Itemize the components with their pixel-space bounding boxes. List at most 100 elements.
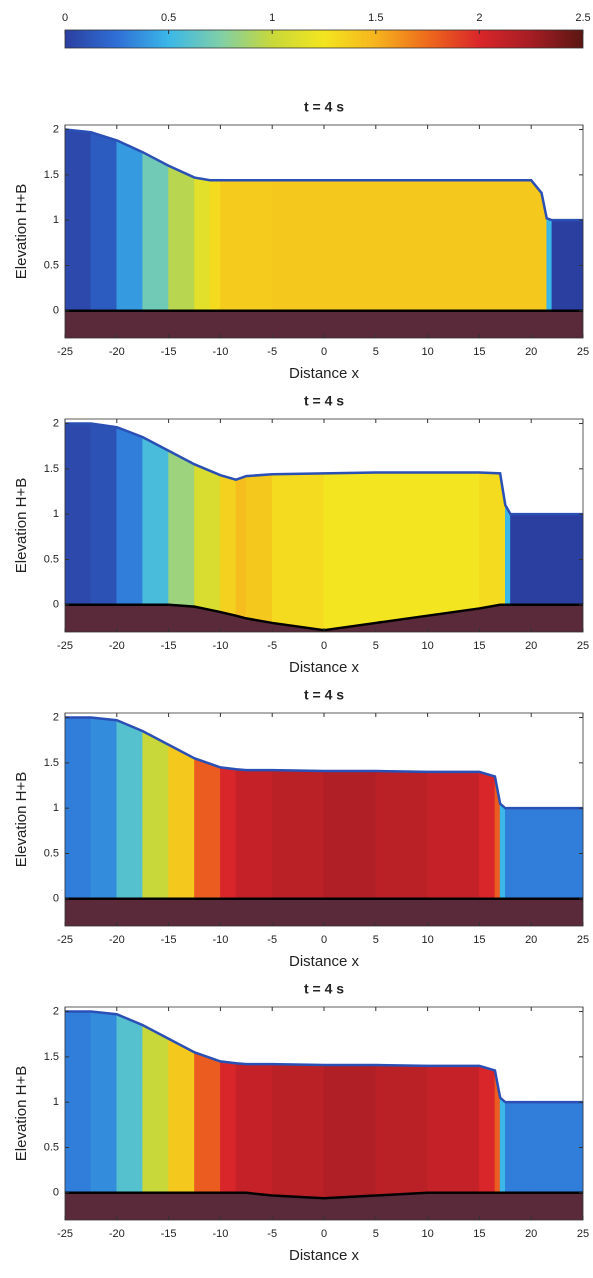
water-column <box>246 473 273 624</box>
y-tick-label: 1.5 <box>44 1051 59 1063</box>
water-column <box>168 165 195 312</box>
ground <box>65 1192 583 1220</box>
x-tick-label: 25 <box>577 346 589 358</box>
x-tick-label: 20 <box>525 346 537 358</box>
x-tick-label: 10 <box>421 934 433 946</box>
colorbar-tick-label: 2 <box>476 12 482 24</box>
water-column <box>479 771 496 900</box>
colorbar-tick-label: 0 <box>62 12 68 24</box>
x-tick-label: 10 <box>421 1228 433 1240</box>
y-axis-label: Elevation H+B <box>13 478 30 573</box>
x-tick-label: 5 <box>373 934 379 946</box>
x-tick-label: -5 <box>267 934 277 946</box>
x-tick-label: -20 <box>109 1228 125 1240</box>
x-tick-label: -15 <box>161 346 177 358</box>
x-tick-label: 5 <box>373 640 379 652</box>
y-tick-label: 0 <box>53 305 59 317</box>
water-column <box>168 1038 195 1194</box>
water-column <box>427 472 480 617</box>
y-axis-label: Elevation H+B <box>13 184 30 279</box>
water-column <box>271 1063 325 1199</box>
x-tick-label: -10 <box>212 1228 228 1240</box>
water-column <box>90 717 118 900</box>
y-tick-label: 0 <box>53 1187 59 1199</box>
y-tick-label: 1.5 <box>44 757 59 769</box>
x-tick-label: -25 <box>57 1228 73 1240</box>
panel-title: t = 4 s <box>304 981 344 997</box>
y-tick-label: 0 <box>53 599 59 611</box>
water-column <box>499 802 506 900</box>
water-column <box>323 179 377 312</box>
y-axis-label: Elevation H+B <box>13 772 30 867</box>
water-column <box>499 1096 506 1194</box>
ground <box>65 310 583 338</box>
x-tick-label: -5 <box>267 1228 277 1240</box>
x-tick-label: 10 <box>421 346 433 358</box>
ground <box>65 898 583 926</box>
water-column <box>510 513 532 606</box>
x-tick-label: -25 <box>57 346 73 358</box>
panel-title: t = 4 s <box>304 687 344 703</box>
water-column <box>530 1101 584 1194</box>
water-column <box>271 769 325 900</box>
water-column <box>427 1065 480 1194</box>
water-column <box>271 473 325 631</box>
y-tick-label: 1.5 <box>44 169 59 181</box>
x-axis-label: Distance x <box>289 365 360 382</box>
y-tick-label: 2 <box>53 711 59 723</box>
x-tick-label: 10 <box>421 640 433 652</box>
water-column <box>375 472 428 624</box>
water-column <box>479 1065 496 1194</box>
water-column <box>246 1063 273 1196</box>
x-tick-label: 15 <box>473 1228 485 1240</box>
x-tick-label: -5 <box>267 346 277 358</box>
x-axis-label: Distance x <box>289 659 360 676</box>
water-column <box>220 179 273 312</box>
x-axis-label: Distance x <box>289 1247 360 1264</box>
bed-line <box>65 1191 583 1200</box>
y-tick-label: 1.5 <box>44 463 59 475</box>
y-tick-label: 1 <box>53 802 59 814</box>
x-tick-label: -25 <box>57 640 73 652</box>
y-tick-label: 0 <box>53 893 59 905</box>
water-column <box>530 807 584 900</box>
water-column <box>194 757 221 900</box>
water-column <box>168 450 195 607</box>
water-column <box>194 463 221 613</box>
water-column <box>90 1011 118 1194</box>
water-column <box>551 219 584 312</box>
x-tick-label: -15 <box>161 934 177 946</box>
x-tick-label: 15 <box>473 346 485 358</box>
x-tick-label: -5 <box>267 640 277 652</box>
water-column <box>235 768 247 900</box>
water-column <box>479 472 501 609</box>
x-tick-label: -15 <box>161 1228 177 1240</box>
y-tick-label: 1 <box>53 214 59 226</box>
water-column <box>220 767 237 900</box>
colorbar <box>64 29 584 49</box>
water-column <box>504 503 511 606</box>
x-tick-label: 5 <box>373 1228 379 1240</box>
water-column <box>323 1064 377 1199</box>
water-column <box>209 179 221 312</box>
water-column <box>142 730 169 900</box>
water-surface <box>65 1010 583 1104</box>
x-tick-label: -10 <box>212 640 228 652</box>
water-column <box>323 770 377 900</box>
colorbar-tick-label: 2.5 <box>575 12 590 24</box>
water-column <box>323 472 377 631</box>
water-column <box>168 744 195 900</box>
water-surface <box>64 128 583 222</box>
water-column <box>90 423 118 606</box>
x-tick-label: 0 <box>321 1228 327 1240</box>
water-column <box>220 1061 237 1194</box>
water-column <box>142 151 169 312</box>
x-tick-label: -25 <box>57 934 73 946</box>
colorbar-tick-label: 1 <box>269 12 275 24</box>
water-surface <box>65 716 583 810</box>
water-column <box>142 436 169 606</box>
y-tick-label: 0.5 <box>44 1141 59 1153</box>
water-column <box>271 179 325 312</box>
water-column <box>194 177 211 312</box>
